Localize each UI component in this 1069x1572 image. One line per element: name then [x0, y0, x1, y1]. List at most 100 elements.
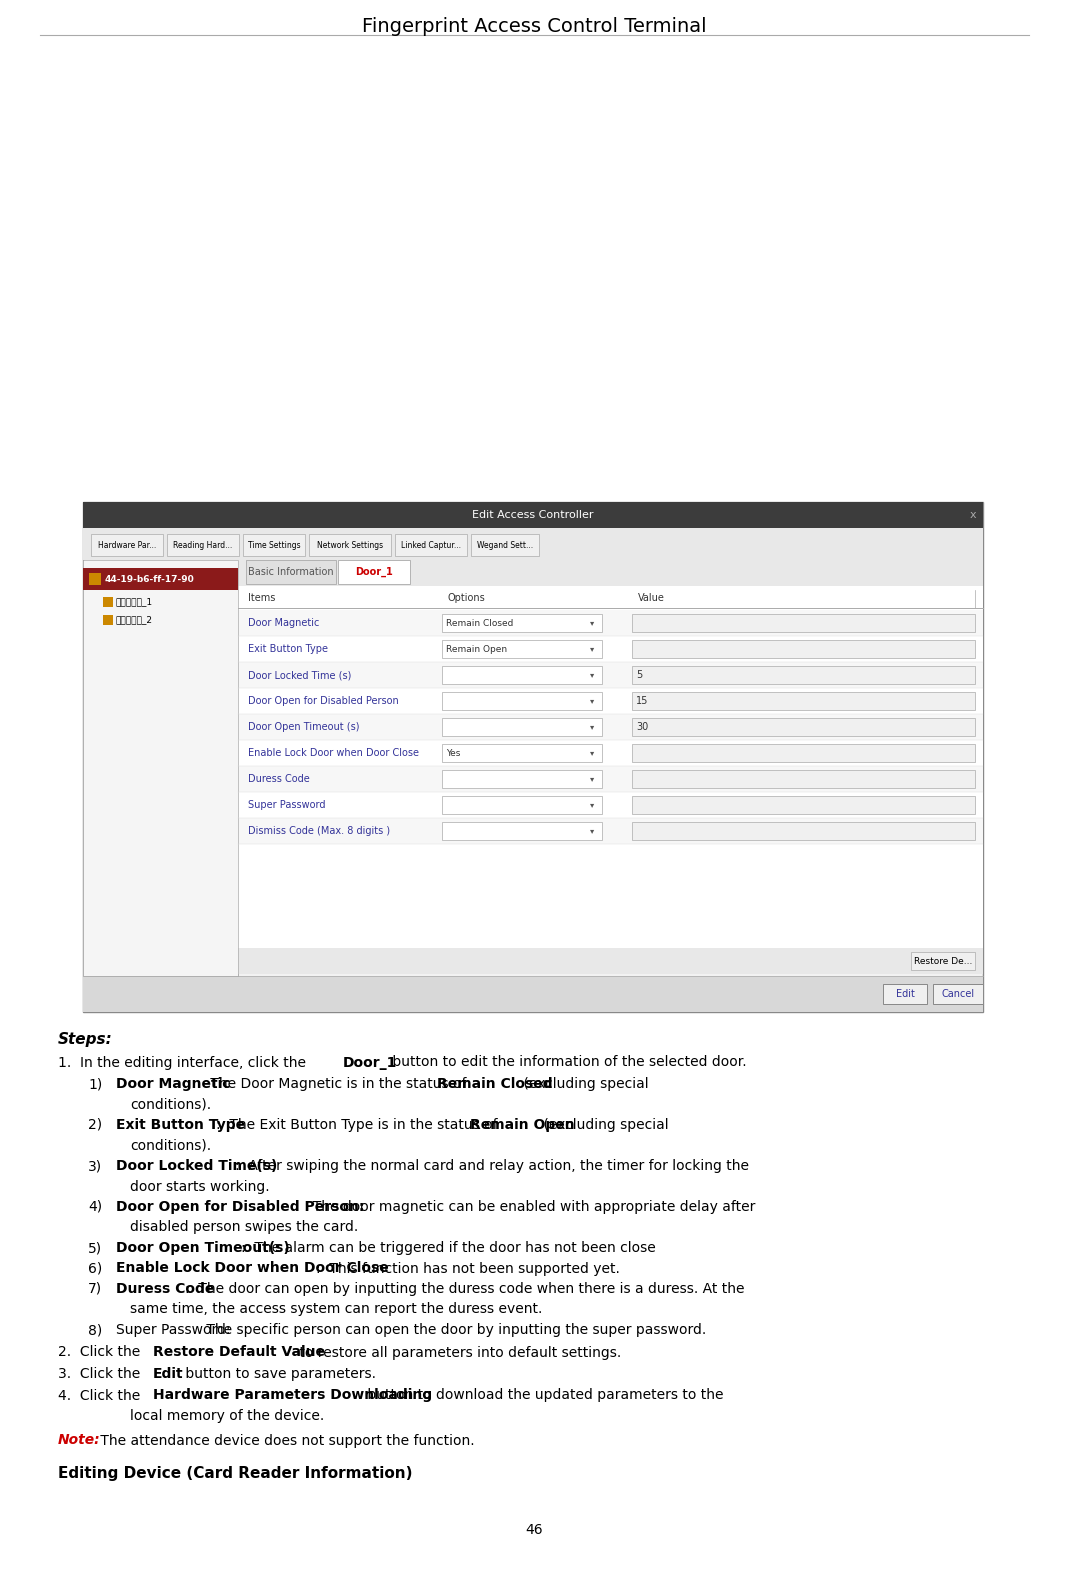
Bar [83, 560, 238, 976]
Bar [83, 501, 983, 528]
Text: Super Password:: Super Password: [117, 1324, 231, 1338]
Text: Exit Button Type: Exit Button Type [248, 645, 328, 654]
Bar [83, 501, 983, 1012]
Text: ▾: ▾ [590, 800, 594, 810]
Bar [441, 744, 602, 762]
Text: Network Settings: Network Settings [316, 541, 383, 550]
Text: Door Open Timeout(s): Door Open Timeout(s) [117, 1240, 290, 1254]
Bar [83, 567, 238, 590]
Bar [911, 953, 975, 970]
Bar [441, 795, 602, 814]
Text: 15: 15 [636, 696, 649, 706]
Text: :  The door can open by inputting the duress code when there is a duress. At the: : The door can open by inputting the dur… [185, 1283, 744, 1295]
Text: 2.  Click the: 2. Click the [58, 1346, 144, 1360]
Text: 3): 3) [88, 1159, 103, 1173]
Text: button to download the updated parameters to the: button to download the updated parameter… [363, 1388, 724, 1402]
Bar [883, 984, 927, 1005]
Bar [243, 534, 305, 556]
Bar [632, 744, 975, 762]
Text: 2): 2) [88, 1118, 103, 1132]
Text: Wegand Sett...: Wegand Sett... [477, 541, 533, 550]
Bar [309, 534, 391, 556]
Bar [238, 817, 983, 844]
Text: Exit Button Type: Exit Button Type [117, 1118, 245, 1132]
Text: Restore Default Value: Restore Default Value [153, 1346, 325, 1360]
Text: door starts working.: door starts working. [130, 1179, 269, 1193]
Text: Door Open for Disabled Person: Door Open for Disabled Person [248, 696, 399, 706]
Text: 44-19-b6-ff-17-90: 44-19-b6-ff-17-90 [105, 574, 195, 583]
Text: Items: Items [248, 593, 276, 604]
Text: The door magnetic can be enabled with appropriate delay after: The door magnetic can be enabled with ap… [304, 1199, 755, 1214]
Bar [238, 637, 983, 662]
Bar [103, 597, 113, 607]
Text: 5): 5) [88, 1240, 103, 1254]
Text: Duress Code: Duress Code [248, 773, 310, 784]
Text: ▾: ▾ [590, 827, 594, 835]
Text: Door Open Timeout (s): Door Open Timeout (s) [248, 722, 359, 733]
Bar [632, 718, 975, 736]
Text: disabled person swipes the card.: disabled person swipes the card. [130, 1220, 358, 1234]
Bar [441, 770, 602, 788]
Bar [238, 948, 983, 975]
Text: Time Settings: Time Settings [248, 541, 300, 550]
Text: Edit Access Controller: Edit Access Controller [472, 509, 593, 520]
Text: button to save parameters.: button to save parameters. [181, 1368, 376, 1380]
Text: Note:: Note: [58, 1434, 100, 1448]
Text: Door_1: Door_1 [355, 567, 393, 577]
Text: :  After swiping the normal card and relay action, the timer for locking the: : After swiping the normal card and rela… [235, 1159, 748, 1173]
Text: Dismiss Code (Max. 8 digits ): Dismiss Code (Max. 8 digits ) [248, 825, 390, 836]
Text: 5: 5 [636, 670, 642, 681]
Text: conditions).: conditions). [130, 1097, 211, 1111]
Bar [632, 770, 975, 788]
Text: ▾: ▾ [590, 671, 594, 679]
Text: same time, the access system can report the duress event.: same time, the access system can report … [130, 1303, 542, 1316]
Text: Edit: Edit [153, 1368, 184, 1380]
Text: ▾: ▾ [590, 775, 594, 783]
Text: Duress Code: Duress Code [117, 1283, 215, 1295]
Text: 46: 46 [526, 1523, 543, 1537]
Text: 3.  Click the: 3. Click the [58, 1368, 144, 1380]
Text: Hardware Par...: Hardware Par... [98, 541, 156, 550]
Bar [338, 560, 410, 585]
Text: 30: 30 [636, 722, 648, 733]
Text: local memory of the device.: local memory of the device. [130, 1409, 324, 1423]
Text: Door Magnetic: Door Magnetic [117, 1077, 231, 1091]
Text: ▾: ▾ [590, 618, 594, 627]
Text: ▾: ▾ [590, 748, 594, 758]
Text: Reading Hard...: Reading Hard... [173, 541, 233, 550]
Text: 4): 4) [88, 1199, 103, 1214]
Text: button to edit the information of the selected door.: button to edit the information of the se… [388, 1055, 746, 1069]
Bar [441, 692, 602, 711]
Bar [396, 534, 467, 556]
Bar [632, 615, 975, 632]
Text: Linked Captur...: Linked Captur... [401, 541, 461, 550]
Text: Restore De...: Restore De... [914, 956, 972, 965]
Bar [103, 615, 113, 626]
Bar [238, 766, 983, 792]
Bar [441, 615, 602, 632]
Text: The attendance device does not support the function.: The attendance device does not support t… [96, 1434, 475, 1448]
Bar [441, 822, 602, 839]
Bar [238, 714, 983, 740]
Text: Remain Closed: Remain Closed [446, 618, 513, 627]
Text: 1.  In the editing interface, click the: 1. In the editing interface, click the [58, 1055, 310, 1069]
Text: :  The Exit Button Type is in the status of: : The Exit Button Type is in the status … [216, 1118, 502, 1132]
Text: Value: Value [638, 593, 665, 604]
Bar [632, 822, 975, 839]
Text: Hardware Parameters Downloading: Hardware Parameters Downloading [153, 1388, 432, 1402]
Text: :  The alarm can be triggered if the door has not been close: : The alarm can be triggered if the door… [241, 1240, 655, 1254]
Text: 6): 6) [88, 1261, 103, 1275]
Bar [238, 689, 983, 714]
Text: ▾: ▾ [590, 696, 594, 706]
Text: Door Open for Disabled Person:: Door Open for Disabled Person: [117, 1199, 365, 1214]
Text: :  The Door Magnetic is in the status of: : The Door Magnetic is in the status of [198, 1077, 471, 1091]
Bar [933, 984, 983, 1005]
Text: conditions).: conditions). [130, 1138, 211, 1152]
Bar [238, 610, 983, 637]
Text: Steps:: Steps: [58, 1031, 112, 1047]
Text: Fingerprint Access Control Terminal: Fingerprint Access Control Terminal [361, 17, 707, 36]
Text: Door_1: Door_1 [343, 1055, 398, 1069]
Bar [238, 560, 983, 586]
Bar [632, 795, 975, 814]
Text: (excluding special: (excluding special [539, 1118, 669, 1132]
